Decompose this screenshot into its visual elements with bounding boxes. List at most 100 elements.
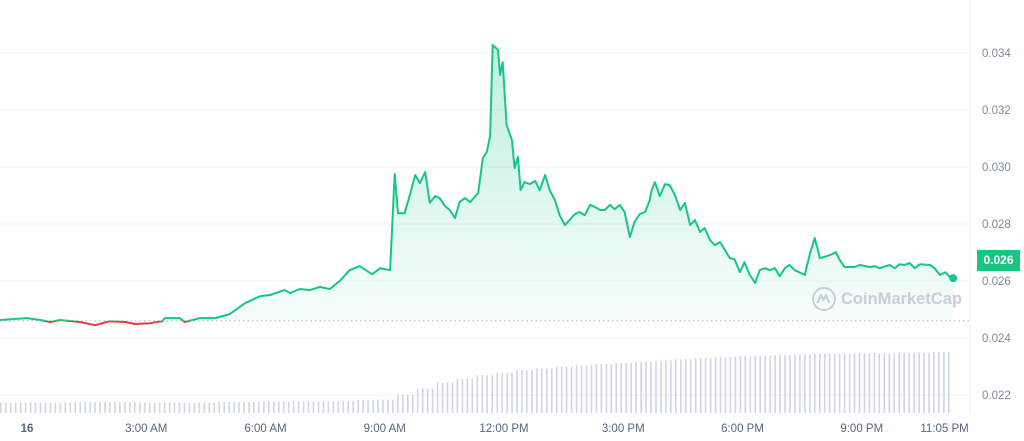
volume-bar	[744, 356, 747, 413]
volume-bar	[729, 356, 732, 413]
volume-bar	[580, 365, 583, 413]
x-tick-label: 9:00 AM	[364, 423, 406, 435]
volume-bar	[565, 366, 568, 413]
volume-bar	[814, 353, 816, 413]
volume-bar	[14, 402, 17, 413]
volume-bar	[89, 402, 91, 413]
volume-bar	[873, 353, 876, 413]
y-tick-label: 0.026	[982, 276, 1011, 288]
volume-bar	[124, 402, 126, 413]
volume-bar	[372, 400, 374, 413]
volume-bar	[203, 402, 206, 413]
x-tick-label: 3:00 AM	[125, 423, 167, 435]
volume-bar	[555, 366, 558, 413]
volume-bar	[278, 401, 280, 413]
volume-bar	[590, 365, 593, 413]
volume-bar	[377, 399, 379, 413]
volume-bar	[660, 360, 662, 413]
volume-bar	[173, 402, 176, 413]
current-price-dot[interactable]	[949, 274, 958, 283]
volume-bar	[208, 402, 211, 413]
volume-bar	[139, 402, 141, 413]
volume-bar	[501, 372, 503, 413]
volume-bar	[526, 370, 528, 413]
volume-bar	[431, 388, 434, 413]
y-tick-label: 0.024	[982, 333, 1011, 345]
y-axis: 0.034 0.032 0.030 0.028 0.026 0.024 0.022	[982, 48, 1011, 402]
volume-bar	[769, 355, 771, 413]
volume-bar	[893, 352, 895, 413]
y-tick-label: 0.028	[982, 219, 1011, 231]
x-tick-label: 6:00 PM	[721, 423, 764, 435]
volume-bar	[600, 364, 603, 413]
volume-bar	[689, 359, 692, 413]
x-tick-label: 12:00 PM	[479, 423, 528, 435]
volume-bar	[134, 402, 136, 413]
volume-bar	[928, 352, 930, 413]
volume-bar	[481, 375, 484, 413]
volume-bar	[516, 370, 518, 413]
volume-bar	[506, 372, 508, 413]
volume-bar	[307, 401, 310, 413]
volume-bar	[69, 402, 72, 413]
volume-bar	[287, 401, 290, 413]
volume-bar	[799, 354, 801, 413]
volume-bar	[863, 353, 866, 413]
volume-bar	[903, 352, 905, 413]
volume-bar	[39, 402, 42, 413]
volume-bar	[49, 402, 52, 413]
volume-bar	[948, 352, 950, 413]
volume-bar	[918, 352, 920, 413]
volume-bar	[536, 368, 538, 413]
x-axis: 16 3:00 AM 6:00 AM 9:00 AM 12:00 PM 3:00 PM 6:…	[21, 423, 969, 435]
volume-bar	[908, 352, 910, 413]
volume-bar	[714, 356, 717, 413]
x-tick-label: 16	[21, 423, 34, 435]
volume-bar	[263, 401, 265, 413]
volume-bar	[546, 368, 548, 413]
price-line-up	[0, 44, 954, 321]
volume-bar	[54, 402, 57, 413]
volume-bar	[218, 402, 220, 413]
volume-bar	[317, 401, 320, 413]
volume-bar	[794, 354, 796, 413]
volume-bar	[273, 401, 275, 413]
volume-bar	[804, 354, 806, 413]
volume-bar	[680, 359, 682, 413]
y-tick-label: 0.030	[982, 162, 1011, 174]
volume-bar	[119, 402, 121, 413]
x-tick-label: 11:05 PM	[920, 423, 968, 435]
volume-bar	[362, 400, 364, 413]
volume-bar	[739, 356, 742, 413]
volume-bar	[754, 355, 757, 413]
volume-bar	[823, 353, 826, 413]
volume-bar	[129, 402, 131, 413]
volume-bar	[605, 364, 608, 413]
volume-bar	[297, 401, 300, 413]
volume-bar	[719, 356, 722, 413]
volume-bar	[292, 401, 295, 413]
volume-bar	[104, 402, 106, 413]
volume-bar	[496, 372, 498, 413]
volume-bar	[233, 402, 235, 413]
volume-bar	[99, 402, 101, 413]
volume-bar	[560, 366, 563, 413]
volume-bar	[838, 353, 841, 413]
volume-bars	[0, 352, 950, 413]
volume-bar	[451, 382, 454, 413]
volume-bar	[158, 402, 161, 413]
volume-bar	[24, 402, 27, 413]
volume-bar	[327, 401, 330, 413]
volume-bar	[193, 402, 196, 413]
volume-bar	[238, 402, 240, 413]
volume-bar	[764, 355, 766, 413]
volume-bar	[397, 394, 399, 413]
volume-bar	[625, 363, 627, 413]
volume-bar	[312, 401, 315, 413]
volume-bar	[213, 402, 215, 413]
volume-bar	[486, 375, 488, 413]
volume-bar	[635, 361, 637, 413]
volume-bar	[223, 402, 225, 413]
volume-bar	[402, 394, 404, 413]
volume-bar	[759, 355, 761, 413]
